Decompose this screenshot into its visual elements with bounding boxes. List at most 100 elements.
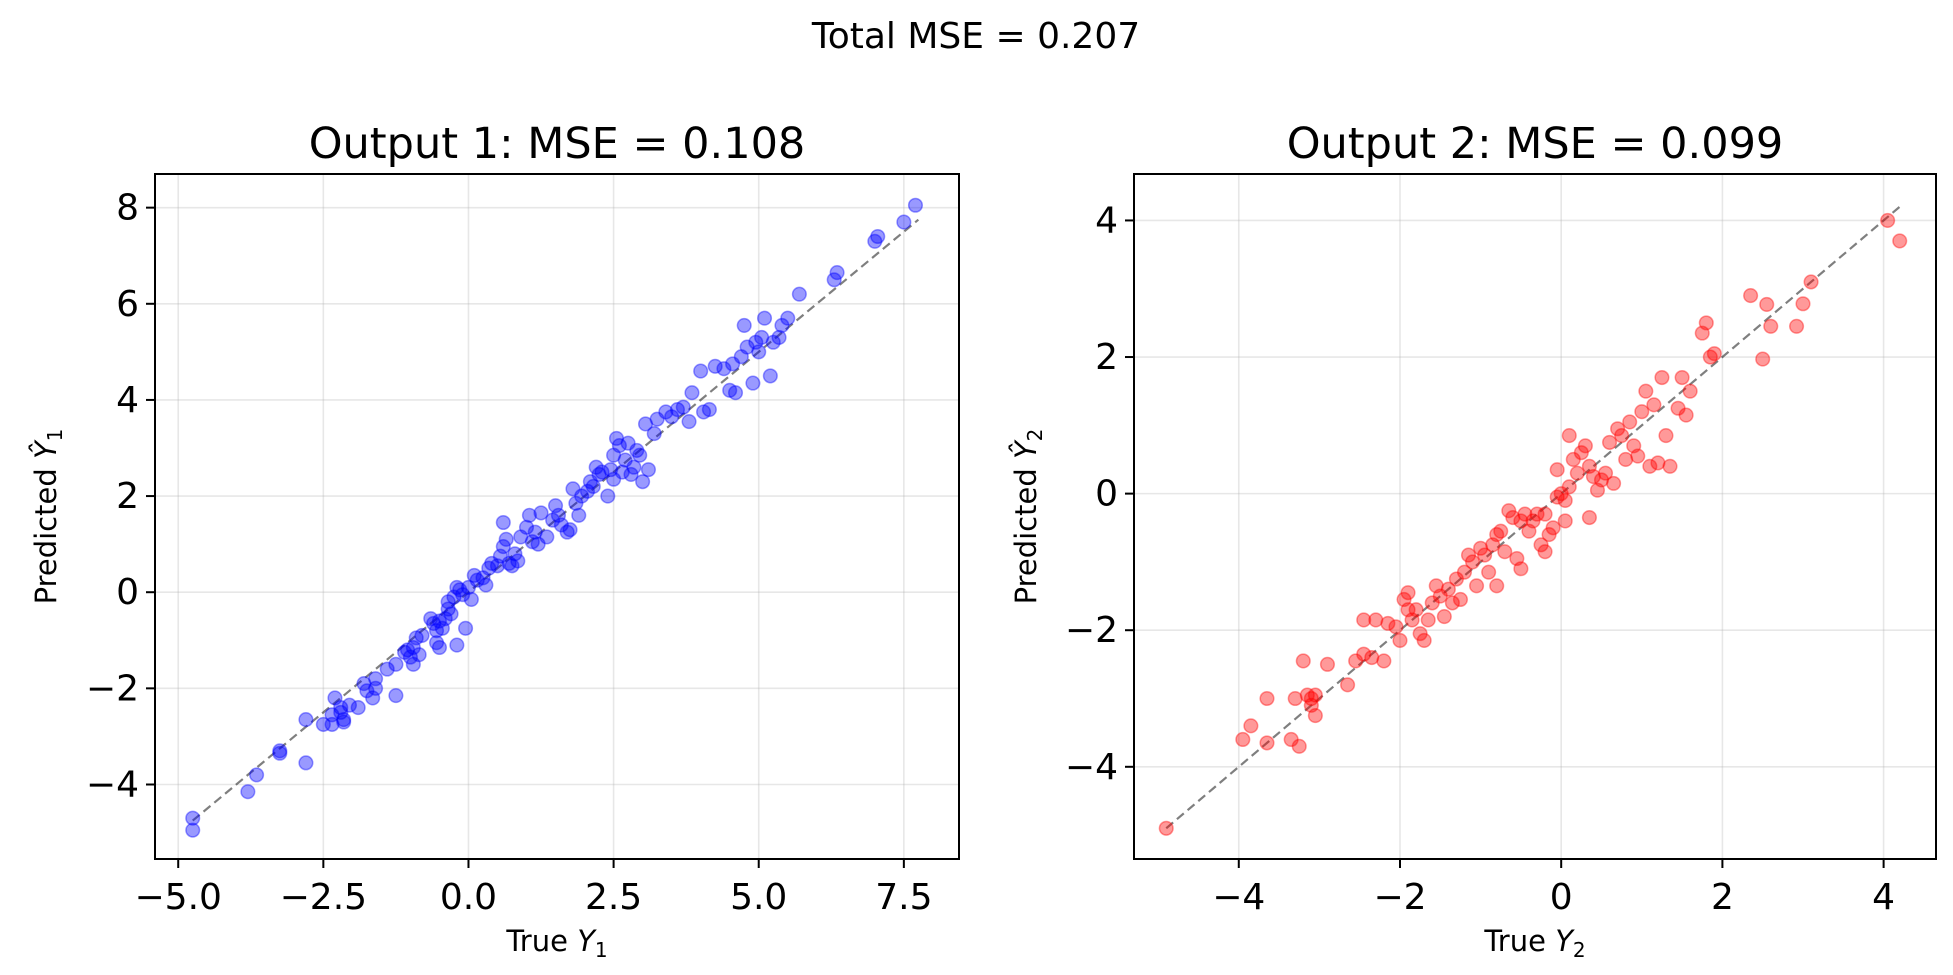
- data-point: [428, 635, 445, 651]
- data-point: [1585, 468, 1601, 485]
- data-point: [1464, 554, 1481, 570]
- data-point: [826, 272, 842, 288]
- data-point: [559, 524, 575, 540]
- data-point: [521, 507, 537, 523]
- data-point: [1505, 509, 1521, 526]
- data-point: [675, 399, 691, 415]
- data-point: [1452, 591, 1468, 608]
- x-axis-label: True Y1: [505, 924, 607, 962]
- data-point: [1513, 513, 1529, 529]
- data-point: [791, 286, 807, 302]
- data-point: [1340, 677, 1356, 693]
- data-point: [1509, 550, 1525, 567]
- data-point: [565, 481, 581, 497]
- y-tick-label: 4: [1095, 200, 1118, 241]
- data-point: [1642, 458, 1658, 474]
- data-point: [428, 623, 445, 639]
- data-point: [1400, 585, 1416, 601]
- data-point: [727, 385, 744, 401]
- data-point: [431, 639, 447, 656]
- data-point: [443, 606, 459, 622]
- data-point: [1573, 445, 1589, 461]
- x-tick-label: 7.5: [875, 877, 932, 918]
- data-point: [693, 363, 709, 379]
- data-point: [1517, 506, 1533, 522]
- data-point: [185, 810, 201, 826]
- data-point: [440, 594, 456, 610]
- data-point: [1432, 588, 1448, 604]
- data-point: [423, 611, 439, 627]
- data-point: [1493, 523, 1509, 539]
- data-point: [399, 642, 416, 658]
- data-point: [1549, 462, 1565, 478]
- data-point: [867, 233, 883, 249]
- data-point: [725, 356, 741, 372]
- data-point: [530, 536, 546, 552]
- data-point: [298, 755, 314, 771]
- data-point: [620, 435, 636, 451]
- data-point: [333, 704, 349, 720]
- y-axis-label-var: Ŷ: [1009, 439, 1043, 459]
- y-tick-label: −2: [1065, 610, 1118, 651]
- data-point: [510, 553, 526, 569]
- data-point: [545, 512, 561, 528]
- data-point: [594, 464, 610, 480]
- data-point: [614, 464, 630, 480]
- data-point: [635, 474, 651, 490]
- data-point: [701, 401, 717, 418]
- y-tick-label: 2: [116, 476, 139, 517]
- data-point: [629, 442, 645, 458]
- data-point: [1303, 690, 1319, 707]
- reference-line: [192, 218, 920, 822]
- data-point: [368, 671, 384, 687]
- data-point: [1743, 288, 1759, 304]
- data-point: [1581, 509, 1597, 526]
- x-tick-label: 5.0: [730, 877, 787, 918]
- subplot-output-1: −5.0 −2.5 0.0 2.5 5.0 7.5 −4 −2 0 2 4 6 8 Output 1: …: [29, 119, 960, 962]
- data-point: [1416, 632, 1432, 649]
- data-point: [359, 683, 375, 699]
- data-point: [771, 329, 787, 345]
- y-axis-label-var: Ŷ: [29, 439, 63, 459]
- data-point: [870, 228, 886, 245]
- data-point: [1295, 653, 1311, 669]
- x-axis-label-main: True: [1483, 924, 1555, 958]
- data-point: [504, 558, 520, 574]
- data-point: [1392, 632, 1408, 649]
- data-point: [1581, 458, 1597, 474]
- data-point: [272, 743, 288, 759]
- data-point: [1561, 428, 1577, 444]
- data-point: [1448, 571, 1464, 587]
- data-point: [498, 531, 514, 547]
- x-axis-label-var: Y: [577, 924, 597, 958]
- y-tick-label: 0: [1095, 474, 1118, 515]
- data-point: [1537, 544, 1553, 560]
- data-point: [298, 712, 314, 728]
- data-point: [414, 627, 430, 644]
- data-point: [1497, 544, 1513, 560]
- data-point: [513, 529, 529, 545]
- data-point: [1259, 690, 1275, 707]
- data-point: [324, 716, 340, 732]
- data-point: [1521, 523, 1537, 539]
- x-tick-label: 2.5: [585, 877, 642, 918]
- data-point: [646, 426, 662, 442]
- x-tick-label: 4: [1872, 877, 1895, 918]
- y-tick-label: 4: [116, 380, 139, 421]
- data-point: [1553, 486, 1569, 502]
- data-point: [1557, 513, 1573, 529]
- data-point: [1698, 315, 1714, 331]
- data-point: [481, 560, 497, 576]
- data-point: [1880, 212, 1896, 228]
- data-point: [1424, 595, 1440, 611]
- data-point: [550, 507, 567, 523]
- reference-line: [1165, 205, 1901, 830]
- reference-line-group: [192, 218, 920, 822]
- data-point: [579, 483, 596, 499]
- data-point: [1650, 455, 1666, 471]
- data-point: [489, 558, 506, 574]
- y-tick-label: 0: [116, 572, 139, 613]
- subplot-title: Output 2: MSE = 0.099: [1287, 119, 1784, 169]
- data-point: [1557, 492, 1573, 509]
